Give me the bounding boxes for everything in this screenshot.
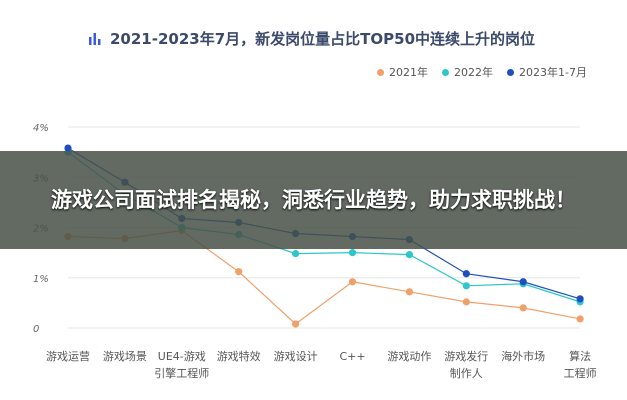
x-tick-label: C++ bbox=[323, 348, 383, 365]
x-tick-label: 游戏运营 bbox=[38, 348, 98, 365]
x-tick-label-line: 算法 bbox=[569, 350, 592, 363]
data-point bbox=[348, 278, 357, 286]
x-tick-label-line: 游戏设计 bbox=[273, 350, 318, 363]
data-point bbox=[519, 278, 527, 286]
x-tick-label-line: 游戏场景 bbox=[102, 350, 147, 363]
y-tick-label: 4% bbox=[33, 123, 49, 134]
headline: 游戏公司面试排名揭秘，洞悉行业趋势，助力求职挑战！ bbox=[51, 188, 576, 212]
x-tick-label-line: 制作人 bbox=[449, 367, 483, 380]
x-tick-label: 游戏动作 bbox=[379, 348, 439, 365]
data-point bbox=[405, 288, 413, 296]
data-point bbox=[292, 320, 300, 328]
legend: 2021年 2022年 2023年1-7月 bbox=[377, 64, 587, 80]
x-tick-label-line: 游戏动作 bbox=[387, 350, 432, 363]
x-tick-label: 游戏场景 bbox=[95, 348, 155, 365]
legend-item-2023: 2023年1-7月 bbox=[507, 64, 587, 80]
x-tick-label-line: 海外市场 bbox=[501, 350, 546, 363]
data-point bbox=[405, 251, 413, 259]
data-point bbox=[348, 249, 357, 257]
legend-label: 2021年 bbox=[389, 66, 429, 79]
x-tick-label: 游戏发行 制作人 bbox=[436, 348, 496, 382]
data-point bbox=[576, 295, 584, 303]
data-point bbox=[519, 304, 527, 312]
bar-chart-icon bbox=[89, 33, 101, 45]
data-point bbox=[292, 250, 300, 258]
data-point bbox=[235, 268, 243, 276]
x-tick-label: 游戏设计 bbox=[266, 348, 326, 365]
headline-banner: 游戏公司面试排名揭秘，洞悉行业趋势，助力求职挑战！ bbox=[0, 151, 627, 249]
data-point bbox=[462, 270, 470, 278]
x-tick-label-line: 工程师 bbox=[563, 367, 597, 380]
data-point bbox=[576, 315, 584, 323]
legend-label: 2022年 bbox=[454, 66, 494, 79]
x-tick-label-line: C++ bbox=[339, 350, 366, 363]
legend-item-2022: 2022年 bbox=[442, 64, 493, 80]
chart-title: 2021-2023年7月，新发岗位量占比TOP50中连续上升的岗位 bbox=[110, 30, 536, 48]
data-point bbox=[64, 144, 72, 152]
x-tick-label: 算法 工程师 bbox=[550, 348, 610, 382]
legend-dot bbox=[442, 68, 450, 76]
x-tick-label-line: UE4-游戏 bbox=[157, 350, 206, 363]
legend-label: 2023年1-7月 bbox=[519, 66, 587, 79]
legend-item-2021: 2021年 bbox=[377, 64, 428, 80]
y-tick-label: 1% bbox=[33, 274, 49, 285]
x-tick-label-line: 游戏运营 bbox=[46, 350, 90, 363]
legend-dot bbox=[377, 68, 385, 76]
data-point bbox=[462, 298, 470, 306]
y-tick-label: 0 bbox=[33, 324, 39, 335]
x-tick-label-line: 引擎工程师 bbox=[154, 367, 210, 380]
x-tick-label: 海外市场 bbox=[493, 348, 553, 365]
x-tick-label-line: 游戏发行 bbox=[444, 350, 489, 363]
x-tick-label: 游戏特效 bbox=[209, 348, 269, 365]
x-tick-label-line: 游戏特效 bbox=[216, 350, 261, 363]
data-point bbox=[462, 282, 470, 290]
x-tick-label: UE4-游戏 引擎工程师 bbox=[152, 348, 212, 382]
legend-dot bbox=[507, 68, 515, 76]
